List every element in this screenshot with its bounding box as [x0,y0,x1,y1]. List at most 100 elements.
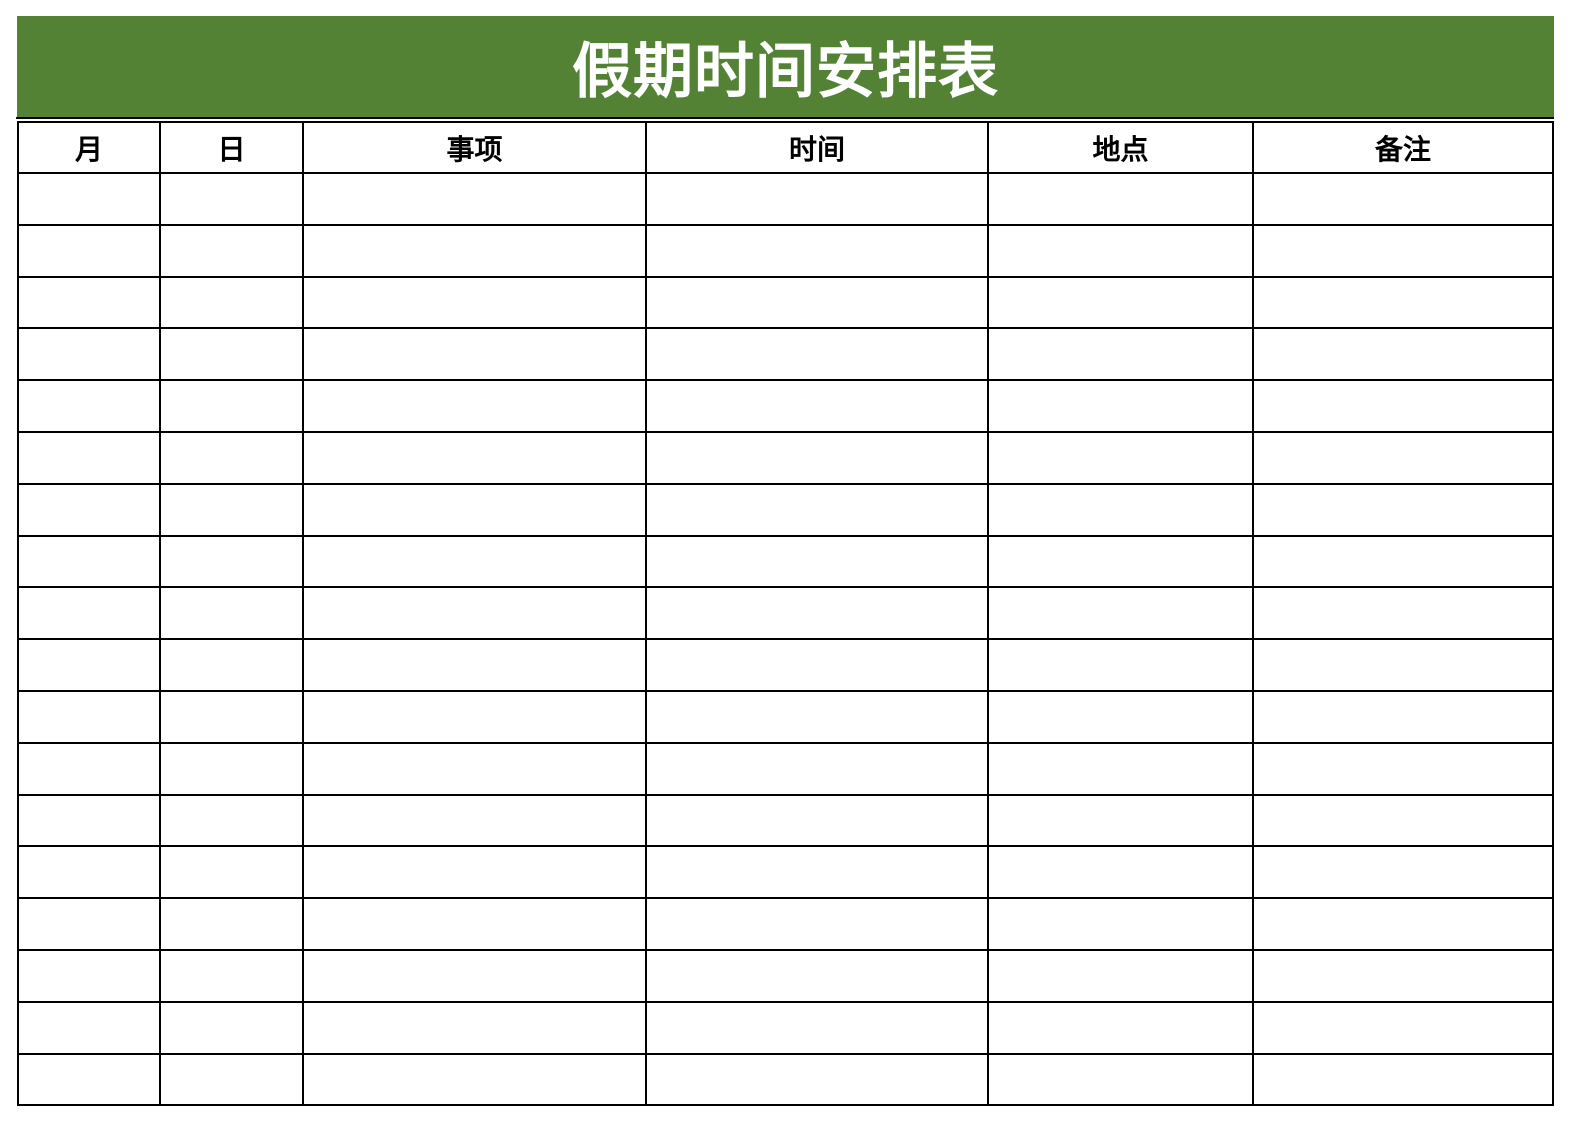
cell-day[interactable] [159,223,304,278]
cell-notes[interactable] [1252,482,1554,537]
cell-notes[interactable] [1252,379,1554,433]
cell-location[interactable] [987,482,1254,537]
cell-month[interactable] [17,586,161,641]
cell-notes[interactable] [1252,327,1554,382]
cell-notes[interactable] [1252,1000,1554,1055]
cell-time[interactable] [645,741,989,796]
cell-location[interactable] [987,275,1254,330]
cell-month[interactable] [17,482,161,537]
cell-location[interactable] [987,948,1254,1003]
cell-item[interactable] [302,845,647,900]
cell-month[interactable] [17,379,161,433]
cell-time[interactable] [645,793,989,848]
cell-month[interactable] [17,430,161,485]
cell-location[interactable] [987,793,1254,848]
cell-month[interactable] [17,845,161,900]
cell-time[interactable] [645,482,989,537]
cell-day[interactable] [159,845,304,900]
cell-item[interactable] [302,379,647,433]
cell-time[interactable] [645,379,989,433]
cell-month[interactable] [17,534,161,589]
cell-item[interactable] [302,741,647,796]
cell-month[interactable] [17,1052,161,1107]
cell-day[interactable] [159,1052,304,1107]
cell-item[interactable] [302,689,647,744]
cell-time[interactable] [645,327,989,382]
cell-month[interactable] [17,172,161,226]
cell-time[interactable] [645,430,989,485]
cell-notes[interactable] [1252,845,1554,900]
cell-day[interactable] [159,275,304,330]
cell-time[interactable] [645,689,989,744]
cell-day[interactable] [159,948,304,1003]
cell-time[interactable] [645,1000,989,1055]
cell-month[interactable] [17,741,161,796]
cell-location[interactable] [987,1000,1254,1055]
cell-notes[interactable] [1252,1052,1554,1107]
cell-item[interactable] [302,482,647,537]
cell-notes[interactable] [1252,689,1554,744]
cell-location[interactable] [987,172,1254,226]
cell-location[interactable] [987,741,1254,796]
cell-item[interactable] [302,327,647,382]
cell-notes[interactable] [1252,223,1554,278]
cell-day[interactable] [159,379,304,433]
cell-item[interactable] [302,534,647,589]
cell-day[interactable] [159,741,304,796]
cell-item[interactable] [302,430,647,485]
cell-time[interactable] [645,223,989,278]
cell-notes[interactable] [1252,172,1554,226]
cell-day[interactable] [159,638,304,692]
cell-day[interactable] [159,586,304,641]
cell-day[interactable] [159,689,304,744]
cell-notes[interactable] [1252,275,1554,330]
cell-location[interactable] [987,845,1254,900]
cell-day[interactable] [159,897,304,951]
cell-time[interactable] [645,897,989,951]
cell-day[interactable] [159,482,304,537]
cell-time[interactable] [645,845,989,900]
cell-month[interactable] [17,275,161,330]
cell-item[interactable] [302,1000,647,1055]
cell-location[interactable] [987,586,1254,641]
cell-location[interactable] [987,223,1254,278]
cell-item[interactable] [302,172,647,226]
cell-notes[interactable] [1252,897,1554,951]
cell-month[interactable] [17,1000,161,1055]
cell-month[interactable] [17,689,161,744]
cell-location[interactable] [987,638,1254,692]
cell-item[interactable] [302,1052,647,1107]
cell-month[interactable] [17,638,161,692]
cell-location[interactable] [987,379,1254,433]
cell-item[interactable] [302,223,647,278]
cell-notes[interactable] [1252,793,1554,848]
cell-notes[interactable] [1252,586,1554,641]
cell-time[interactable] [645,586,989,641]
cell-location[interactable] [987,689,1254,744]
cell-time[interactable] [645,1052,989,1107]
cell-notes[interactable] [1252,430,1554,485]
cell-time[interactable] [645,172,989,226]
cell-time[interactable] [645,275,989,330]
cell-item[interactable] [302,586,647,641]
cell-item[interactable] [302,275,647,330]
cell-month[interactable] [17,948,161,1003]
cell-notes[interactable] [1252,948,1554,1003]
cell-location[interactable] [987,327,1254,382]
cell-time[interactable] [645,638,989,692]
cell-item[interactable] [302,897,647,951]
cell-day[interactable] [159,793,304,848]
cell-location[interactable] [987,430,1254,485]
cell-notes[interactable] [1252,534,1554,589]
cell-item[interactable] [302,793,647,848]
cell-day[interactable] [159,172,304,226]
cell-month[interactable] [17,223,161,278]
cell-time[interactable] [645,948,989,1003]
cell-location[interactable] [987,534,1254,589]
cell-day[interactable] [159,327,304,382]
cell-item[interactable] [302,638,647,692]
cell-item[interactable] [302,948,647,1003]
cell-location[interactable] [987,897,1254,951]
cell-month[interactable] [17,793,161,848]
cell-notes[interactable] [1252,741,1554,796]
